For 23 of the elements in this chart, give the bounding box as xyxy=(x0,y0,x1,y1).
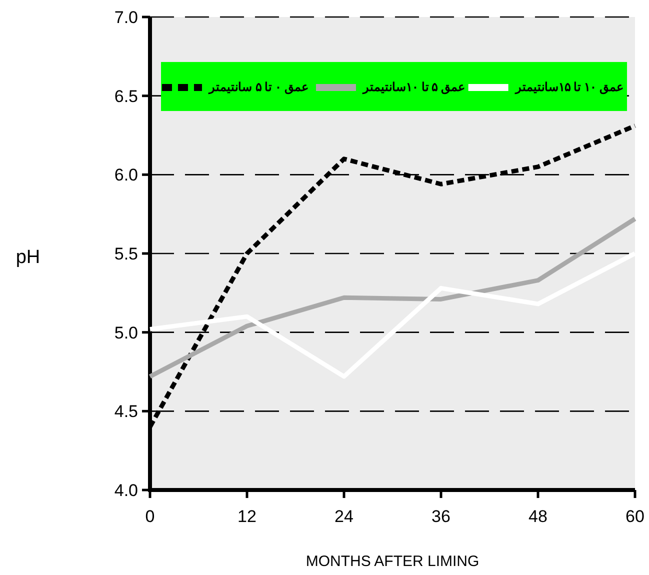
legend-entry: عمق ۵ تا ۱۰سانتیمتر xyxy=(316,80,465,94)
legend-label: عمق ۰ تا ۵ سانتیمتر xyxy=(208,80,308,95)
y-tick-label: 4.5 xyxy=(114,402,138,422)
x-tick-label: 60 xyxy=(626,507,644,526)
line-series xyxy=(148,251,638,379)
y-tick-label: 5.0 xyxy=(114,323,138,342)
legend-entry: عمق ۱۰ تا ۱۵سانتیمتر xyxy=(468,80,624,94)
line-series xyxy=(148,216,638,379)
y-axis-title: pH xyxy=(16,247,40,268)
legend-label: عمق ۵ تا ۱۰سانتیمتر xyxy=(362,80,466,95)
x-tick-label: 36 xyxy=(432,507,450,526)
y-tick-label: 5.5 xyxy=(114,244,138,264)
legend-entry: عمق ۰ تا ۵ سانتیمتر xyxy=(162,80,308,94)
x-tick-label: 24 xyxy=(334,507,354,526)
x-tick-label: 0 xyxy=(145,507,155,526)
y-tick-label: 6.5 xyxy=(114,86,138,106)
x-axis-title: MONTHS AFTER LIMING xyxy=(306,553,480,570)
y-tick-label: 7.0 xyxy=(114,8,138,27)
legend-label: عمق ۱۰ تا ۱۵سانتیمتر xyxy=(514,80,624,95)
y-tick-label: 4.0 xyxy=(114,481,138,500)
x-tick-label: 12 xyxy=(238,507,256,526)
y-tick-label: 6.0 xyxy=(114,166,138,185)
x-tick-label: 48 xyxy=(528,507,548,526)
